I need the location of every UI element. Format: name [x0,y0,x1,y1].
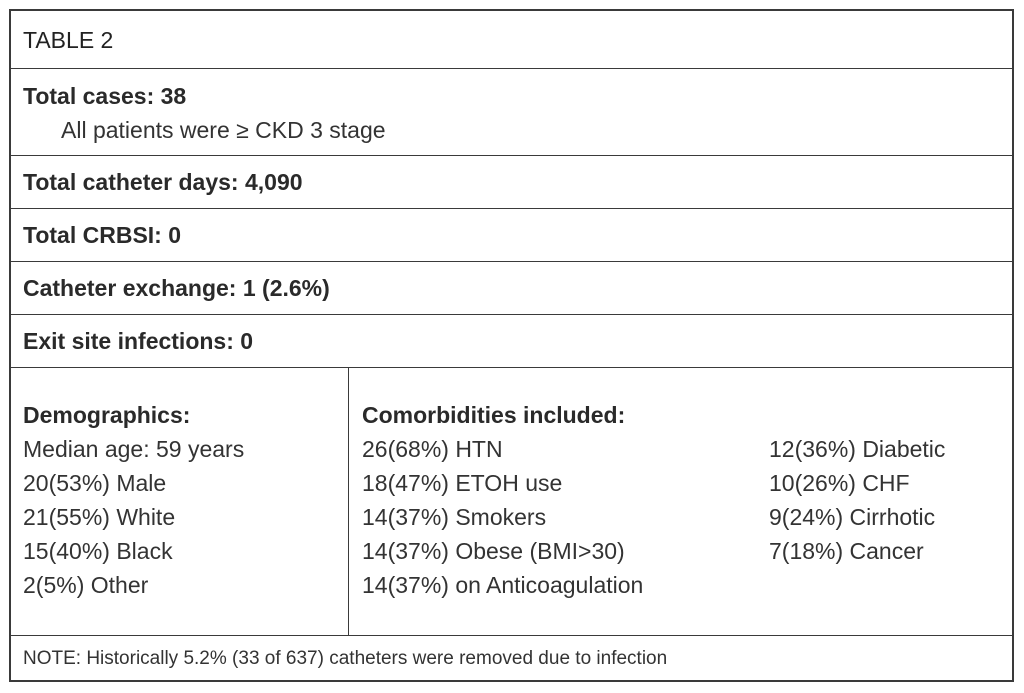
demographics-item: Median age: 59 years [23,436,245,462]
comorbidity-item: 26(68%) HTN [362,436,503,462]
demographics-item: 20(53%) Male [23,470,167,496]
note-row: NOTE: Historically 5.2% (33 of 637) cath… [11,636,1012,682]
catheter-days-row: Total catheter days: 4,090 [11,156,1012,209]
catheter-days: Total catheter days: 4,090 [23,169,303,195]
comorbidity-item: 18(47%) ETOH use [362,470,563,496]
total-cases-row: Total cases: 38 All patients were ≥ CKD … [11,69,1012,156]
comorbidity-item: 14(37%) Smokers [362,504,547,530]
comorbidities-cell-col2: 12(36%) Diabetic 10(26%) CHF 9(24%) Cirr… [769,432,945,568]
table-title-row: TABLE 2 [11,11,1012,69]
demographics-cell: Demographics: Median age: 59 years 20(53… [23,398,244,602]
data-table: TABLE 2 Total cases: 38 All patients wer… [9,9,1014,682]
detail-row: Demographics: Median age: 59 years 20(53… [11,368,1012,636]
comorbidity-item: 14(37%) on Anticoagulation [362,572,644,598]
crbsi-row: Total CRBSI: 0 [11,209,1012,262]
total-crbsi: Total CRBSI: 0 [23,222,182,248]
catheter-exchange-row: Catheter exchange: 1 (2.6%) [11,262,1012,315]
table-note: NOTE: Historically 5.2% (33 of 637) cath… [23,648,668,669]
comorbidity-item: 9(24%) Cirrhotic [769,504,936,530]
total-cases: Total cases: 38 [23,83,187,109]
column-divider [348,368,349,635]
comorbidity-item: 14(37%) Obese (BMI>30) [362,538,625,564]
exit-site-infections: Exit site infections: 0 [23,328,254,354]
demographics-item: 2(5%) Other [23,572,149,598]
comorbidity-item: 10(26%) CHF [769,470,910,496]
exit-site-row: Exit site infections: 0 [11,315,1012,368]
comorbidity-item: 12(36%) Diabetic [769,436,946,462]
demographics-item: 15(40%) Black [23,538,173,564]
ckd-note: All patients were ≥ CKD 3 stage [61,117,386,143]
demographics-heading: Demographics: [23,402,191,428]
catheter-exchange: Catheter exchange: 1 (2.6%) [23,275,330,301]
demographics-item: 21(55%) White [23,504,176,530]
table-title: TABLE 2 [23,27,114,53]
comorbidities-cell: Comorbidities included: 26(68%) HTN 18(4… [362,398,643,602]
comorbidity-item: 7(18%) Cancer [769,538,924,564]
comorbidities-heading: Comorbidities included: [362,402,626,428]
